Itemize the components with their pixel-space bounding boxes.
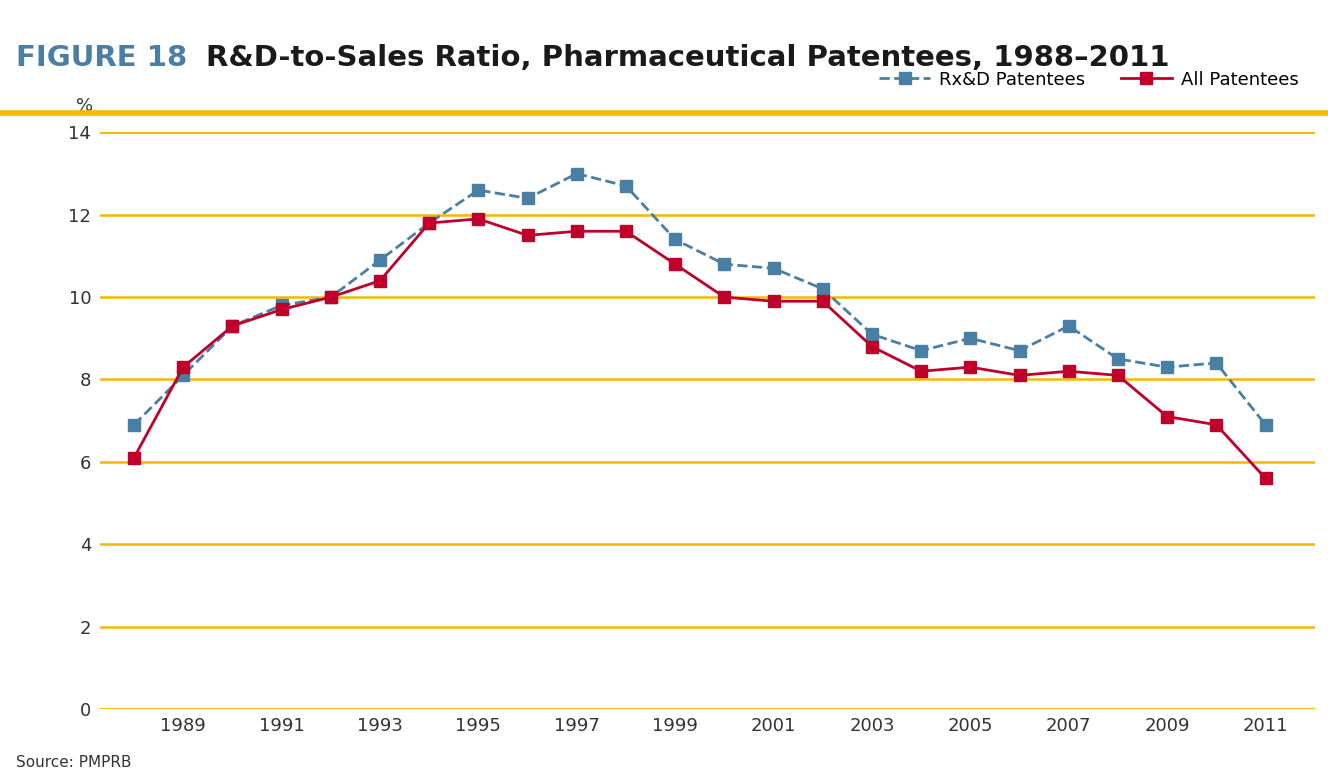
Text: R&D-to-Sales Ratio, Pharmaceutical Patentees, 1988–2011: R&D-to-Sales Ratio, Pharmaceutical Paten…: [206, 44, 1170, 72]
Text: %: %: [77, 97, 93, 115]
Text: Source: PMPRB: Source: PMPRB: [16, 755, 131, 770]
Text: FIGURE 18: FIGURE 18: [16, 44, 187, 72]
Legend: Rx&D Patentees, All Patentees: Rx&D Patentees, All Patentees: [872, 64, 1305, 97]
